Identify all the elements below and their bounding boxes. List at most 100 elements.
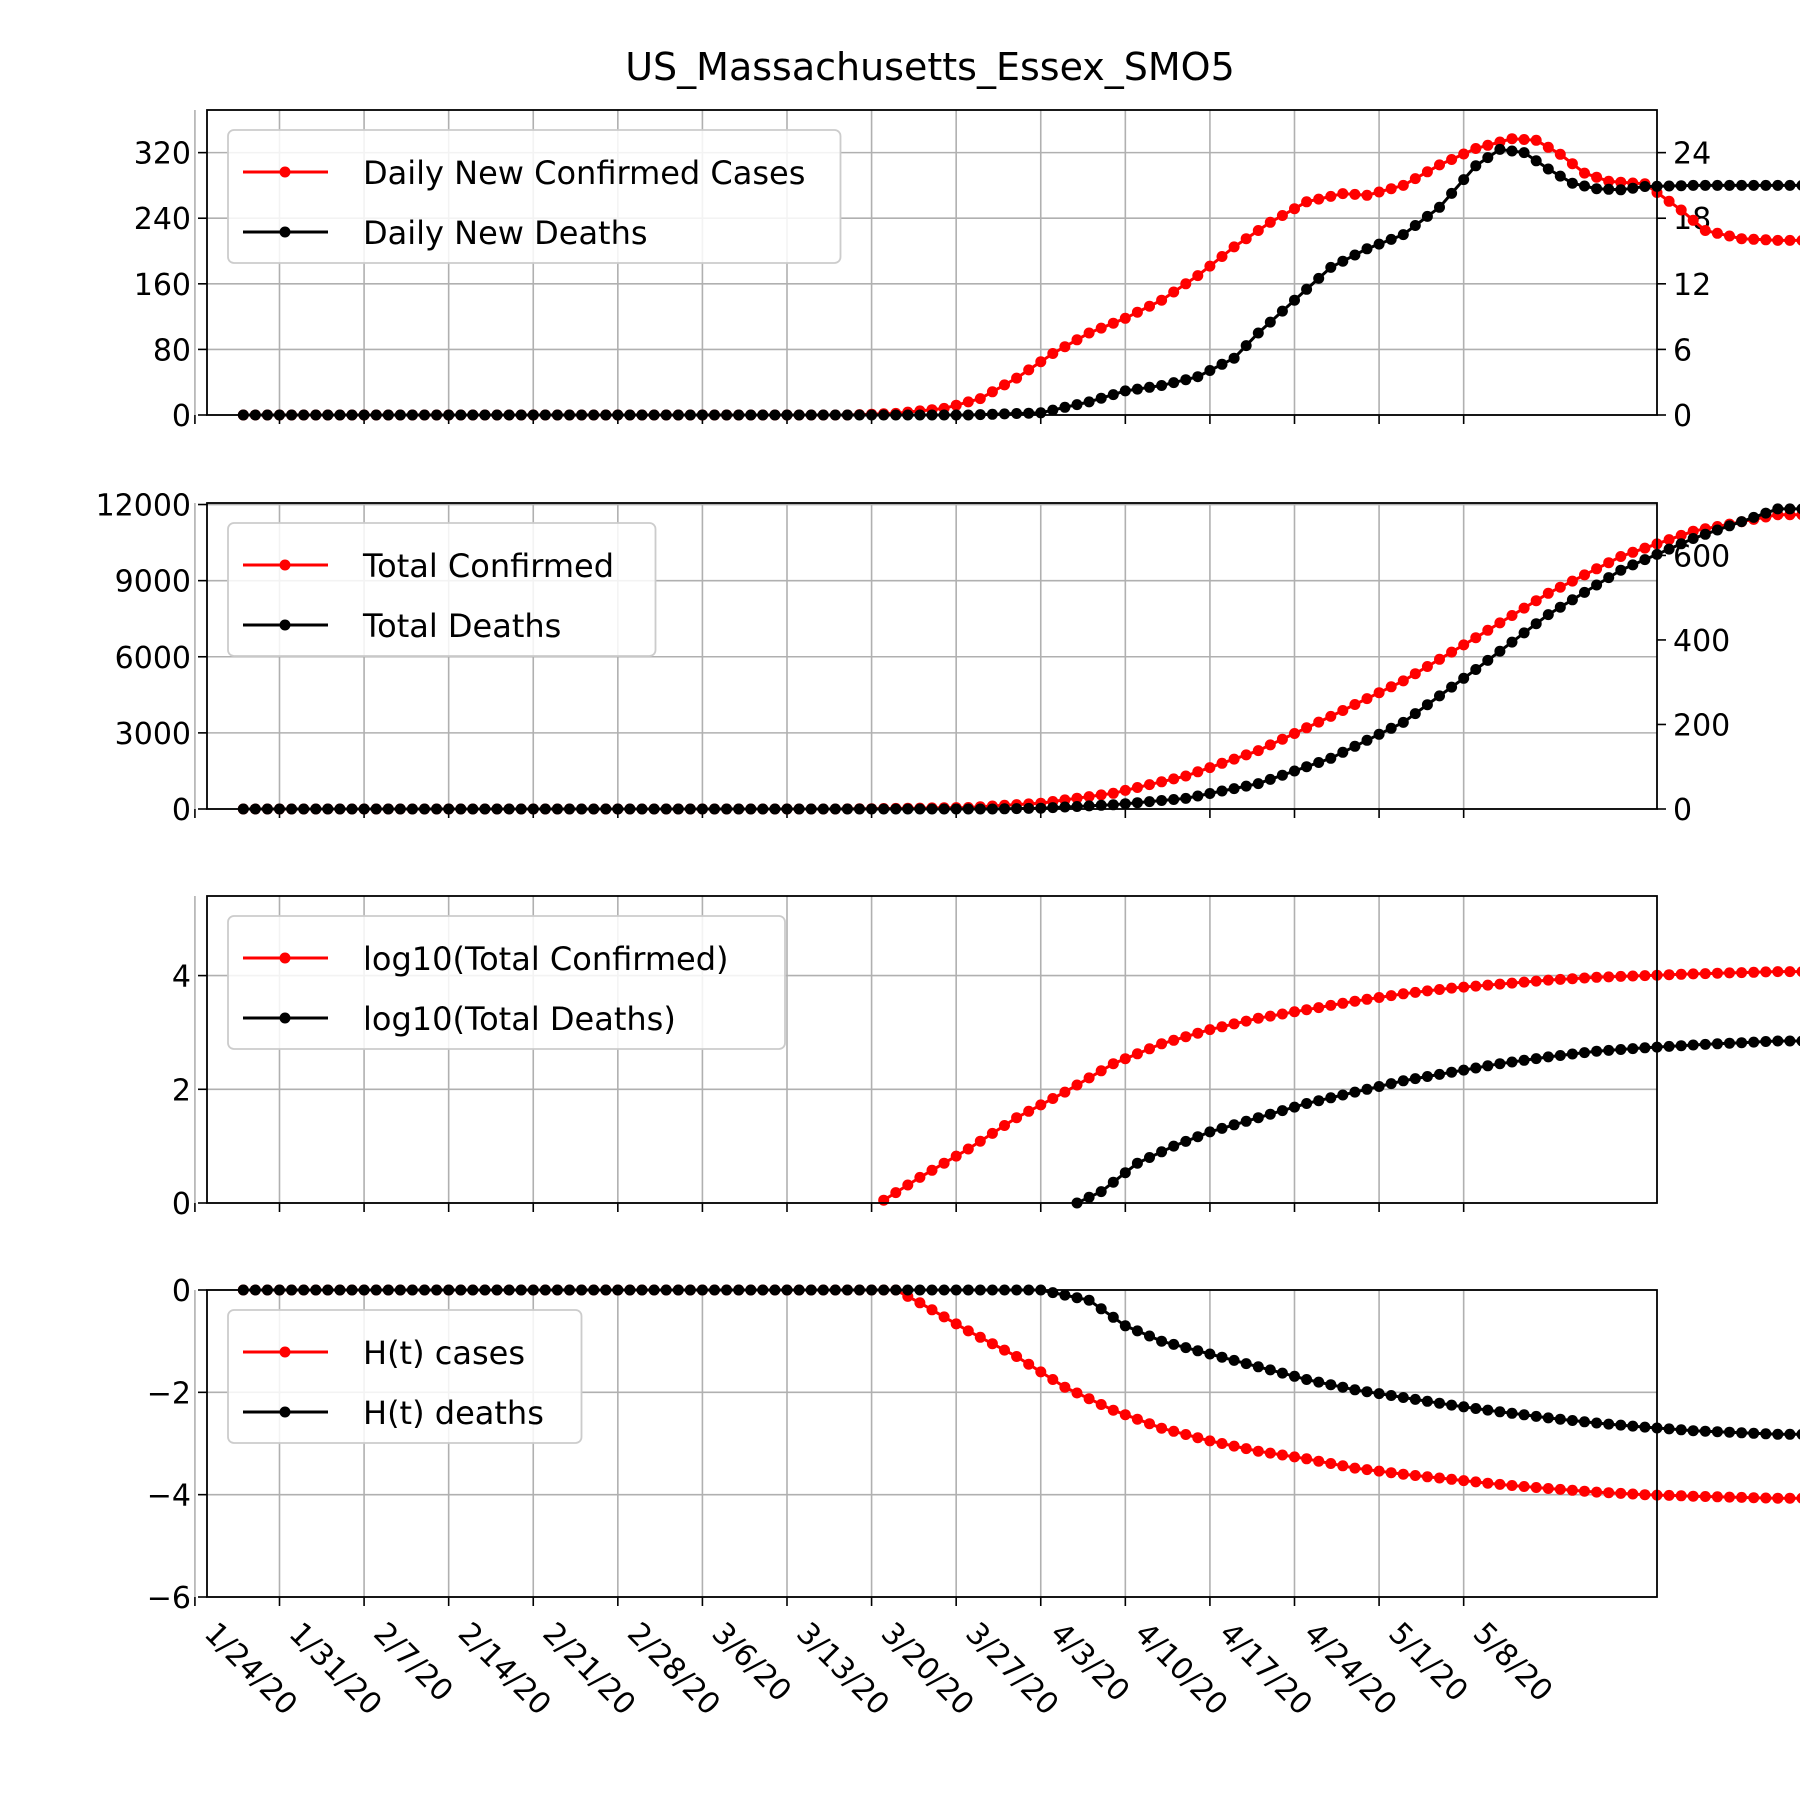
- data-point: [1059, 341, 1071, 353]
- data-point: [1276, 210, 1288, 221]
- data-point: [1156, 795, 1168, 806]
- data-point: [1506, 133, 1518, 145]
- data-point: [1276, 769, 1288, 781]
- data-point: [1337, 188, 1349, 200]
- data-point: [1772, 503, 1784, 515]
- data-point: [1119, 1053, 1131, 1065]
- data-point: [1530, 134, 1542, 146]
- data-point: [1470, 664, 1482, 675]
- data-point: [1325, 1092, 1337, 1104]
- data-point: [1252, 1012, 1264, 1024]
- data-point: [1772, 966, 1784, 978]
- data-point: [1796, 1035, 1800, 1047]
- data-point: [1591, 579, 1603, 591]
- y-tick-label: 6000: [115, 641, 191, 676]
- data-point: [1204, 788, 1216, 799]
- y2-tick-label: 0: [1673, 793, 1692, 828]
- data-point: [1470, 980, 1482, 992]
- data-point: [1180, 374, 1192, 386]
- data-point: [1603, 572, 1615, 584]
- data-point: [1518, 976, 1530, 988]
- data-point: [950, 399, 962, 411]
- legend-box: [227, 1309, 583, 1444]
- data-point: [1276, 1367, 1288, 1379]
- data-point: [1289, 1370, 1300, 1382]
- data-point: [1434, 984, 1445, 995]
- legend-label: H(t) deaths: [363, 1394, 544, 1432]
- data-point: [1119, 784, 1131, 796]
- data-point: [1434, 653, 1445, 665]
- data-point: [1603, 183, 1615, 195]
- data-point: [1494, 645, 1506, 657]
- legend-marker: [279, 1406, 291, 1418]
- data-point: [1615, 970, 1627, 982]
- data-point: [1059, 1381, 1071, 1393]
- data-point: [1530, 618, 1542, 630]
- data-point: [1530, 975, 1542, 987]
- data-point: [1131, 1325, 1143, 1337]
- data-point: [1385, 681, 1397, 693]
- data-point: [1035, 407, 1047, 419]
- data-point: [1264, 739, 1276, 751]
- data-point: [1373, 1388, 1385, 1400]
- data-point: [1566, 158, 1578, 170]
- data-point: [1579, 586, 1590, 598]
- data-point: [1458, 148, 1470, 160]
- data-point: [1216, 358, 1228, 370]
- data-point: [1542, 163, 1554, 175]
- data-point: [1228, 241, 1240, 253]
- data-point: [1337, 746, 1349, 758]
- data-point: [1385, 722, 1397, 734]
- data-point: [950, 1150, 962, 1162]
- data-point: [1724, 520, 1735, 532]
- data-point: [1772, 1035, 1784, 1047]
- data-point: [1699, 1491, 1711, 1502]
- data-point: [1264, 1364, 1276, 1376]
- data-point: [1156, 1038, 1168, 1050]
- data-point: [1276, 1008, 1288, 1020]
- legend-marker: [279, 166, 291, 178]
- data-point: [1035, 356, 1047, 368]
- data-point: [1252, 1112, 1264, 1124]
- data-point: [1482, 654, 1494, 666]
- data-point: [1675, 1040, 1687, 1052]
- data-point: [1107, 389, 1119, 401]
- data-point: [1434, 201, 1445, 213]
- legend-marker: [279, 1346, 291, 1358]
- data-point: [1699, 528, 1711, 540]
- data-point: [1482, 624, 1494, 636]
- data-point: [1579, 569, 1590, 581]
- data-point: [1699, 968, 1711, 980]
- data-point: [1168, 794, 1180, 805]
- data-point: [1337, 1089, 1349, 1101]
- data-point: [1627, 559, 1639, 571]
- data-point: [1083, 1072, 1095, 1084]
- data-point: [1337, 705, 1349, 716]
- data-point: [1591, 183, 1603, 195]
- data-point: [1373, 992, 1385, 1003]
- legend: Daily New Confirmed Cases Daily New Death…: [227, 129, 842, 264]
- data-point: [1180, 1135, 1192, 1147]
- y-tick-label: 3000: [115, 717, 191, 752]
- data-point: [1687, 533, 1699, 544]
- data-point: [962, 1325, 974, 1337]
- data-point: [1337, 1460, 1349, 1472]
- data-point: [1168, 1425, 1180, 1437]
- data-point: [1470, 1062, 1482, 1074]
- data-point: [1228, 1119, 1240, 1131]
- data-point: [1736, 233, 1748, 245]
- data-point: [1446, 1066, 1458, 1078]
- data-point: [1373, 1465, 1385, 1477]
- data-point: [999, 1344, 1010, 1356]
- data-point: [999, 379, 1010, 391]
- data-point: [1252, 1445, 1264, 1457]
- data-point: [1736, 1427, 1748, 1439]
- data-point: [1663, 1489, 1675, 1501]
- data-point: [1349, 699, 1361, 710]
- x-tick-label: 4/17/20: [1212, 1616, 1319, 1723]
- y-tick-label: 0: [172, 399, 191, 434]
- panel-log10: 0 2 4 log10(Total Confirmed) log10(Total Dea…: [172, 895, 1800, 1222]
- legend-box: [227, 915, 786, 1050]
- data-point: [1482, 152, 1494, 164]
- data-point: [1591, 1417, 1603, 1429]
